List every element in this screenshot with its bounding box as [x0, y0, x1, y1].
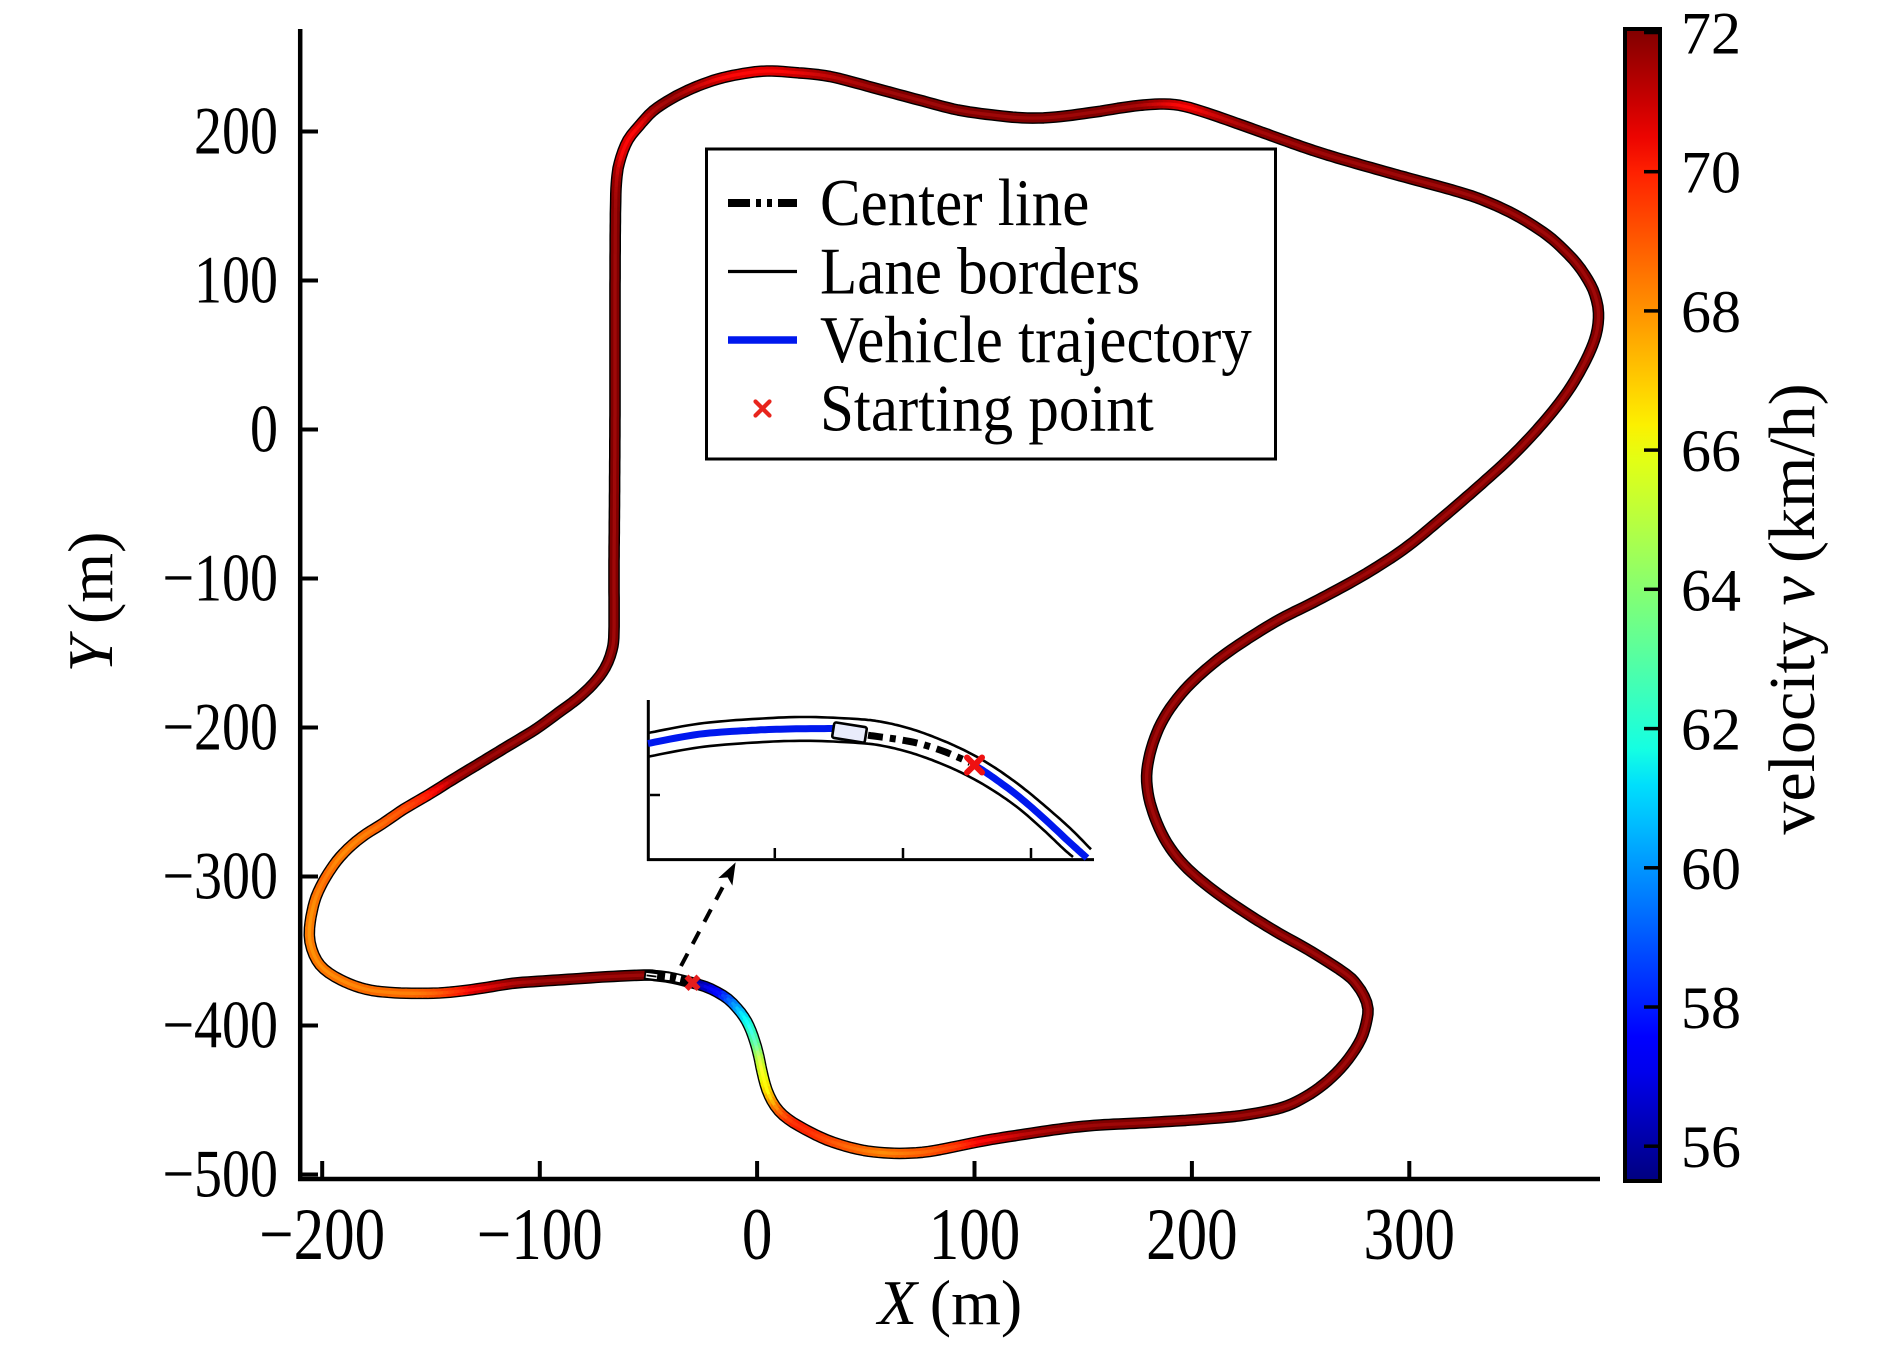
- svg-text:62: 62: [1681, 697, 1741, 763]
- svg-text:X (m): X (m): [875, 1267, 1022, 1338]
- svg-text:Y (m): Y (m): [55, 532, 126, 673]
- svg-text:200: 200: [1146, 1192, 1237, 1275]
- svg-text:−100: −100: [162, 542, 278, 616]
- svg-text:58: 58: [1681, 975, 1741, 1041]
- svg-text:0: 0: [742, 1192, 772, 1275]
- svg-text:Vehicle trajectory: Vehicle trajectory: [820, 302, 1252, 376]
- svg-text:60: 60: [1681, 836, 1741, 902]
- svg-text:−200: −200: [162, 691, 278, 765]
- svg-text:−500: −500: [162, 1138, 278, 1212]
- svg-text:Lane borders: Lane borders: [820, 234, 1140, 308]
- svg-text:64: 64: [1681, 557, 1741, 623]
- svg-text:−400: −400: [162, 989, 278, 1063]
- svg-text:56: 56: [1681, 1114, 1741, 1180]
- svg-text:70: 70: [1681, 140, 1741, 206]
- svg-text:200: 200: [194, 95, 278, 169]
- svg-text:300: 300: [1364, 1192, 1455, 1275]
- svg-text:0: 0: [250, 393, 278, 467]
- svg-text:−300: −300: [162, 840, 278, 914]
- svg-text:100: 100: [194, 244, 278, 318]
- svg-text:72: 72: [1681, 1, 1741, 67]
- svg-text:66: 66: [1681, 418, 1741, 484]
- svg-text:Starting point: Starting point: [820, 371, 1154, 445]
- svg-text:100: 100: [929, 1192, 1020, 1275]
- svg-text:Center line: Center line: [820, 165, 1089, 239]
- svg-text:velocity v (km/h): velocity v (km/h): [1756, 383, 1829, 834]
- svg-text:68: 68: [1681, 279, 1741, 345]
- svg-text:−100: −100: [477, 1192, 603, 1275]
- svg-text:−200: −200: [259, 1192, 385, 1275]
